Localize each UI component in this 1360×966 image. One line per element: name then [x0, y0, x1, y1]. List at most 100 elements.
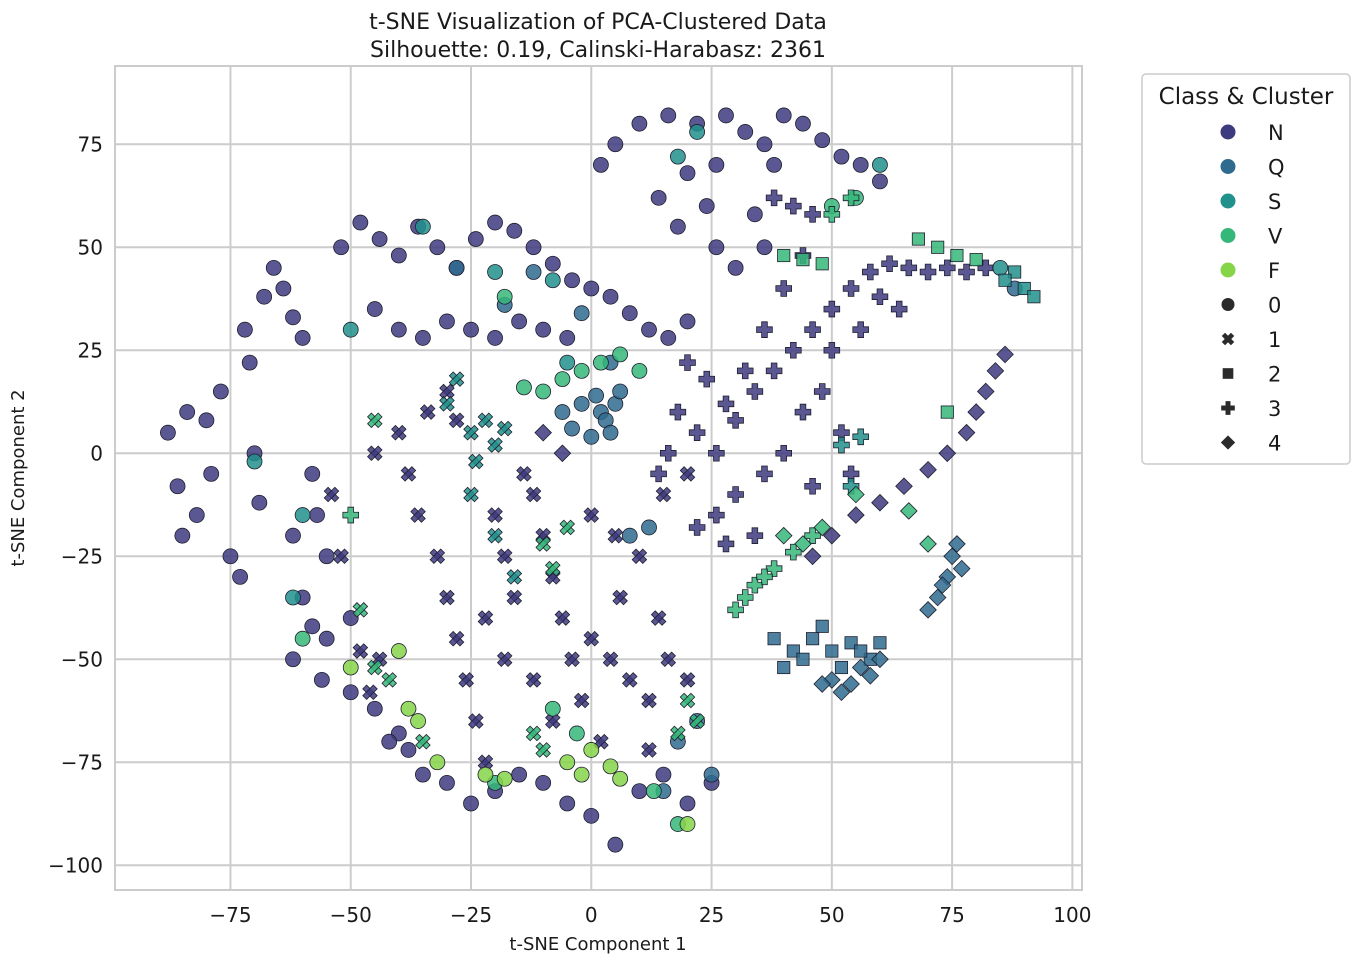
data-point	[756, 239, 773, 256]
data-point	[756, 136, 773, 153]
data-point	[717, 395, 735, 413]
data-point	[872, 173, 888, 190]
data-point	[559, 754, 576, 771]
data-point	[804, 321, 821, 338]
data-point	[448, 371, 465, 387]
data-point	[842, 280, 860, 297]
data-point	[940, 405, 954, 419]
data-point	[998, 273, 1012, 287]
data-point	[313, 671, 330, 688]
data-point	[342, 321, 359, 338]
data-point	[583, 807, 600, 824]
data-point	[559, 519, 576, 536]
data-point	[679, 165, 696, 182]
legend-label: F	[1268, 259, 1280, 283]
data-point	[669, 218, 686, 235]
data-point	[621, 672, 638, 688]
y-tick-label: −100	[48, 853, 103, 877]
data-point	[367, 445, 383, 462]
data-point	[775, 445, 792, 462]
data-point	[919, 460, 937, 479]
data-point	[756, 321, 773, 338]
data-point	[919, 263, 937, 281]
data-point	[535, 383, 552, 400]
data-point	[727, 259, 744, 276]
data-point	[463, 795, 479, 812]
data-point	[602, 288, 619, 305]
data-point	[467, 231, 484, 247]
data-point	[967, 403, 985, 421]
data-point	[746, 206, 763, 223]
data-point	[573, 766, 590, 783]
data-point	[602, 424, 619, 441]
y-tick-label: −50	[61, 647, 103, 671]
data-point	[645, 783, 662, 800]
data-point	[679, 672, 696, 688]
data-point	[285, 651, 301, 668]
data-point	[631, 115, 648, 132]
data-point	[554, 371, 571, 388]
data-point	[294, 507, 311, 523]
data-point	[746, 576, 764, 594]
data-point	[400, 742, 417, 758]
data-point	[458, 672, 474, 688]
data-point	[727, 486, 744, 503]
data-point	[737, 124, 754, 140]
data-point	[367, 659, 383, 676]
data-point	[899, 502, 918, 520]
data-point	[362, 684, 378, 701]
data-point	[487, 507, 503, 523]
x-tick-label: −25	[450, 903, 492, 927]
data-point	[304, 618, 321, 635]
y-tick-label: 75	[78, 132, 103, 156]
legend-swatch	[1220, 124, 1236, 140]
data-point	[381, 672, 398, 688]
x-axis-label: t-SNE Component 1	[509, 934, 686, 955]
data-point	[823, 300, 841, 318]
data-point	[938, 444, 957, 463]
data-point	[911, 232, 925, 246]
data-point	[545, 560, 561, 577]
data-point	[535, 536, 551, 552]
data-point	[415, 330, 431, 346]
x-tick-label: 100	[1053, 903, 1091, 927]
data-point	[487, 264, 503, 280]
data-point	[487, 330, 503, 346]
data-point	[796, 652, 810, 666]
data-point	[463, 321, 479, 338]
data-point	[847, 485, 865, 504]
data-point	[304, 465, 321, 482]
x-tick-labels: −75 −50 −25 0 25 50 75 100	[209, 903, 1091, 927]
data-point	[679, 466, 696, 482]
data-point	[415, 218, 431, 235]
data-point	[525, 486, 542, 503]
data-point	[659, 445, 677, 462]
data-point	[948, 535, 966, 553]
data-point	[688, 424, 706, 441]
data-point	[952, 559, 971, 578]
data-point	[612, 770, 629, 787]
data-point	[241, 354, 258, 371]
data-point	[366, 700, 383, 717]
legend-label: N	[1268, 121, 1284, 145]
data-point	[650, 465, 667, 483]
data-point	[785, 543, 802, 561]
data-point	[593, 156, 609, 173]
legend-label: 2	[1268, 363, 1281, 387]
data-point	[641, 692, 657, 709]
data-point	[842, 189, 860, 207]
data-point	[415, 766, 431, 783]
legend-label: S	[1268, 190, 1281, 214]
data-point	[323, 486, 340, 503]
data-point	[309, 507, 325, 523]
legend-swatch	[1221, 401, 1235, 415]
data-point	[813, 675, 832, 693]
data-point	[448, 630, 465, 647]
data-point	[814, 132, 831, 149]
legend-title: Class & Cluster	[1159, 84, 1334, 110]
data-point	[516, 379, 532, 396]
data-point	[342, 659, 359, 676]
legend-label: Q	[1268, 156, 1285, 180]
data-point	[847, 506, 865, 524]
